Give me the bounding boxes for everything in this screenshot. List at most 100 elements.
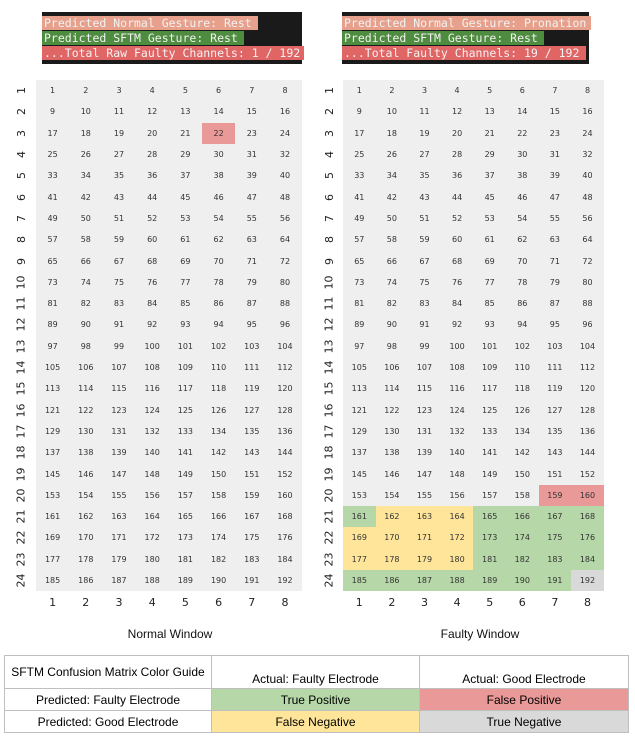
electrode-cell: 67 <box>419 256 430 266</box>
electrode-cell: 38 <box>517 171 528 181</box>
electrode-cell: 91 <box>113 320 125 330</box>
electrode-cell: 75 <box>419 277 430 287</box>
electrode-cell: 128 <box>579 405 596 415</box>
electrode-cell: 191 <box>244 576 260 586</box>
electrode-cell: 102 <box>210 341 227 351</box>
electrode-cell: 100 <box>144 341 160 351</box>
electrode-cell: 112 <box>277 363 293 373</box>
row-label: 22 <box>322 530 336 545</box>
column-label: 5 <box>486 596 494 610</box>
electrode-cell: 104 <box>579 341 596 351</box>
electrode-cell: 133 <box>177 426 194 436</box>
electrode-cell: 173 <box>473 527 506 549</box>
electrode-cell: 140 <box>144 448 160 458</box>
electrode-cell: 64 <box>279 235 291 245</box>
confusion-matrix-legend: SFTM Confusion Matrix Color Guide Actual… <box>4 655 629 733</box>
electrode-cell: 126 <box>514 405 530 415</box>
electrode-cell: 96 <box>279 320 291 330</box>
electrode-cell: 159 <box>244 490 260 500</box>
row-label: 10 <box>322 275 336 290</box>
electrode-cell: 125 <box>482 405 498 415</box>
electrode-cell: 8 <box>282 86 288 96</box>
electrode-cell: 109 <box>482 363 498 373</box>
electrode-cell: 41 <box>354 192 365 202</box>
electrode-cell: 58 <box>80 235 91 245</box>
electrode-cell: 81 <box>354 299 365 309</box>
electrode-cell: 9 <box>50 107 56 117</box>
row-label: 24 <box>322 573 336 588</box>
electrode-cell: 120 <box>277 384 293 394</box>
electrode-cell: 17 <box>47 128 58 138</box>
electrode-cell: 137 <box>351 448 367 458</box>
electrode-cell: 78 <box>213 277 224 287</box>
electrode-cell: 13 <box>180 107 191 117</box>
electrode-cell: 7 <box>552 86 558 96</box>
electrode-cell: 168 <box>571 506 604 528</box>
electrode-cell: 54 <box>213 213 224 223</box>
electrode-cell: 59 <box>113 235 125 245</box>
electrode-cell: 27 <box>113 150 125 160</box>
electrode-cell: 150 <box>210 469 227 479</box>
electrode-cell: 61 <box>484 235 495 245</box>
electrode-cell: 94 <box>517 320 528 330</box>
electrode-cell: 71 <box>549 256 560 266</box>
column-label: 1 <box>49 596 57 610</box>
electrode-cell: 136 <box>579 426 596 436</box>
electrode-cell: 126 <box>210 405 227 415</box>
electrode-cell: 50 <box>80 213 91 223</box>
electrode-cell: 48 <box>279 192 291 202</box>
electrode-cell: 156 <box>449 490 465 500</box>
electrode-cell: 68 <box>147 256 158 266</box>
electrode-cell: 106 <box>384 363 400 373</box>
electrode-cell: 104 <box>277 341 293 351</box>
electrode-cell: 175 <box>538 527 572 549</box>
electrode-cell: 97 <box>47 341 58 351</box>
electrode-cell: 176 <box>277 533 293 543</box>
electrode-cell: 68 <box>452 256 463 266</box>
row-label: 1 <box>322 87 336 95</box>
electrode-cell: 114 <box>78 384 94 394</box>
electrode-cell: 90 <box>386 320 397 330</box>
terminal-line: Predicted Normal Gesture: Rest <box>42 16 258 30</box>
electrode-cell: 178 <box>375 548 409 570</box>
electrode-cell: 91 <box>419 320 430 330</box>
electrode-cell: 135 <box>547 426 563 436</box>
electrode-cell: 182 <box>210 554 227 564</box>
terminal-line: Predicted SFTM Gesture: Rest <box>342 31 544 45</box>
electrode-cell: 48 <box>582 192 593 202</box>
electrode-cell: 175 <box>244 533 260 543</box>
row-label: 13 <box>322 339 336 354</box>
electrode-cell: 101 <box>177 341 194 351</box>
electrode-cell: 67 <box>113 256 125 266</box>
electrode-cell: 169 <box>44 533 61 543</box>
electrode-cell: 165 <box>177 512 194 522</box>
electrode-cell: 47 <box>549 192 560 202</box>
electrode-cell: 5 <box>182 86 188 96</box>
electrode-cell: 152 <box>579 469 596 479</box>
electrode-cell: 77 <box>180 277 191 287</box>
electrode-cell: 186 <box>375 569 409 592</box>
row-label: 16 <box>322 403 336 418</box>
electrode-cell: 132 <box>144 426 160 436</box>
electrode-cell: 11 <box>113 107 125 117</box>
electrode-cell: 174 <box>506 527 539 549</box>
electrode-cell: 16 <box>279 107 291 117</box>
electrode-cell: 119 <box>547 384 563 394</box>
electrode-cell: 131 <box>111 426 127 436</box>
electrode-cell: 163 <box>111 512 127 522</box>
electrode-cell: 177 <box>343 548 376 570</box>
electrode-cell: 174 <box>210 533 227 543</box>
column-label: 6 <box>518 596 526 610</box>
electrode-cell: 73 <box>47 277 58 287</box>
electrode-cell: 141 <box>482 448 498 458</box>
electrode-cell: 36 <box>147 171 158 181</box>
electrode-cell: 114 <box>384 384 400 394</box>
electrode-cell: 110 <box>514 363 530 373</box>
electrode-cell: 23 <box>549 128 560 138</box>
electrode-cell: 10 <box>80 107 91 117</box>
electrode-cell: 164 <box>440 506 474 528</box>
electrode-cell: 129 <box>44 426 61 436</box>
electrode-cell: 57 <box>354 235 365 245</box>
column-label: 8 <box>281 596 289 610</box>
electrode-cell: 69 <box>484 256 495 266</box>
